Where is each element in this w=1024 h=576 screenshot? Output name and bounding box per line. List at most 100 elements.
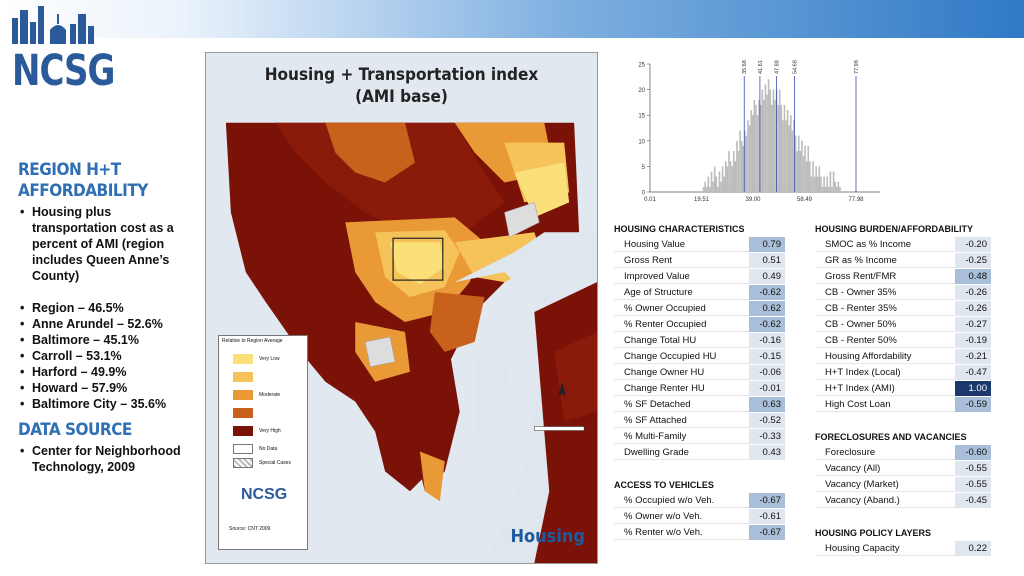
header-band [0,0,1024,38]
table-title: HOUSING CHARACTERISTICS [614,224,745,234]
intro-list: Housing plus transportation cost as a pe… [18,204,198,284]
hist-bar [818,166,821,192]
hist-bar [721,166,724,192]
row-label: SMOC as % Income [815,236,955,252]
marker-label: 47.88 [774,60,780,74]
table-row: SMOC as % Income -0.20 [815,236,991,252]
row-label: High Cost Loan [815,396,955,412]
table-row: Vacancy (Aband.) -0.45 [815,492,991,508]
hist-bar [780,104,783,192]
histogram-svg: 25 20 15 10 5 00.01 19.51 39.00 58.49 77.98 35.68 4… [638,60,880,203]
table-row: H+T Index (AMI) 1.00 [815,380,991,396]
nodata-swatch [233,444,253,454]
legend-swatch [233,408,253,418]
x-tick-label: 39.00 [745,197,761,203]
row-label: CB - Renter 50% [815,332,955,348]
row-value: -0.67 [749,492,785,508]
row-value: -0.01 [749,380,785,396]
hist-bar [745,135,748,192]
map-title: Housing + Transportation index [264,65,539,85]
histogram: 25 20 15 10 5 0 0.01 19.51 39.00 58.49 77.98 35.68 4… [612,52,892,212]
map-housing-label: Housing [510,526,585,547]
hist-bar [758,99,760,192]
row-label: Gross Rent/FMR [815,268,955,284]
y-tick-label: 20 [638,88,645,94]
row-value: -0.45 [955,492,991,508]
row-label: CB - Owner 50% [815,316,955,332]
table-title: HOUSING POLICY LAYERS [815,528,932,538]
row-label: Vacancy (All) [815,460,955,476]
hist-bar [824,186,827,192]
hist-bar [782,120,784,192]
map-graphic [206,53,597,563]
hist-bar [729,161,732,192]
hist-bar [734,161,737,192]
table-row: Change Total HU -0.16 [614,332,785,348]
row-value: -0.21 [955,348,991,364]
table-row: Housing Capacity 0.22 [815,540,991,556]
row-value: -0.62 [749,316,785,332]
map-subtitle: (AMI base) [355,87,448,107]
row-label: % Owner Occupied [614,300,749,316]
hist-bar [774,99,776,192]
hist-bar [804,145,806,192]
hist-bar [753,99,756,192]
stat-item: Howard – 57.9% [18,380,198,396]
legend-head: Relative to Region Average [222,338,283,344]
y-tick-label: 10 [638,139,645,145]
row-label: % SF Detached [614,396,749,412]
hist-bar [777,104,779,192]
title-line2: Affordability [18,181,148,201]
table-row: Dwelling Grade 0.43 [614,444,785,460]
row-label: Change Total HU [614,332,749,348]
row-label: GR as % Income [815,252,955,268]
row-value: 0.22 [955,540,991,556]
section-title-data-source: Data Source [18,420,132,440]
hist-bar [823,176,825,192]
special-swatch [233,458,253,468]
hist-bar [710,171,713,192]
row-value: -0.67 [749,524,785,540]
legend-swatch [233,354,253,364]
row-value: 0.62 [749,300,785,316]
hist-bar [835,186,838,192]
hist-bar [809,161,811,192]
row-value: 0.43 [749,444,785,460]
hist-bar [751,115,754,192]
hist-bar [748,125,751,192]
nodata-label: No Data [259,446,278,452]
hist-bar [813,176,816,192]
y-tick-label: 15 [638,114,645,120]
row-label: % Renter Occupied [614,316,749,332]
legend-swatch [233,372,253,382]
table-row: Improved Value 0.49 [614,268,785,284]
legend-logo: NCSG [241,486,288,503]
table-row: Housing Affordability -0.21 [815,348,991,364]
source-text: Center for Neighborhood Technology, 2009 [18,443,198,475]
hist-bar [713,166,716,192]
table-row: Gross Rent/FMR 0.48 [815,268,991,284]
stat-item: Carroll – 53.1% [18,348,198,364]
hist-bar [720,181,722,192]
hist-bar [763,99,765,192]
row-label: Age of Structure [614,284,749,300]
hist-bar [717,186,719,192]
hist-bar [766,94,768,192]
row-label: Improved Value [614,268,749,284]
row-value: -0.25 [955,252,991,268]
stat-item: Harford – 49.9% [18,364,198,380]
hist-bar [837,181,840,192]
hist-bar [712,181,714,192]
row-value: -0.26 [955,284,991,300]
logo-text: NCSG [12,46,115,96]
table-row: CB - Owner 35% -0.26 [815,284,991,300]
hist-bar [731,166,733,192]
legend-swatch [233,390,253,400]
row-label: Housing Affordability [815,348,955,364]
hist-bar [828,186,830,192]
hist-bar [705,186,708,192]
hist-bar [770,104,773,192]
hist-bar [732,151,735,192]
table-row: % Occupied w/o Veh. -0.67 [614,492,785,508]
north-arrow-icon [558,381,567,397]
